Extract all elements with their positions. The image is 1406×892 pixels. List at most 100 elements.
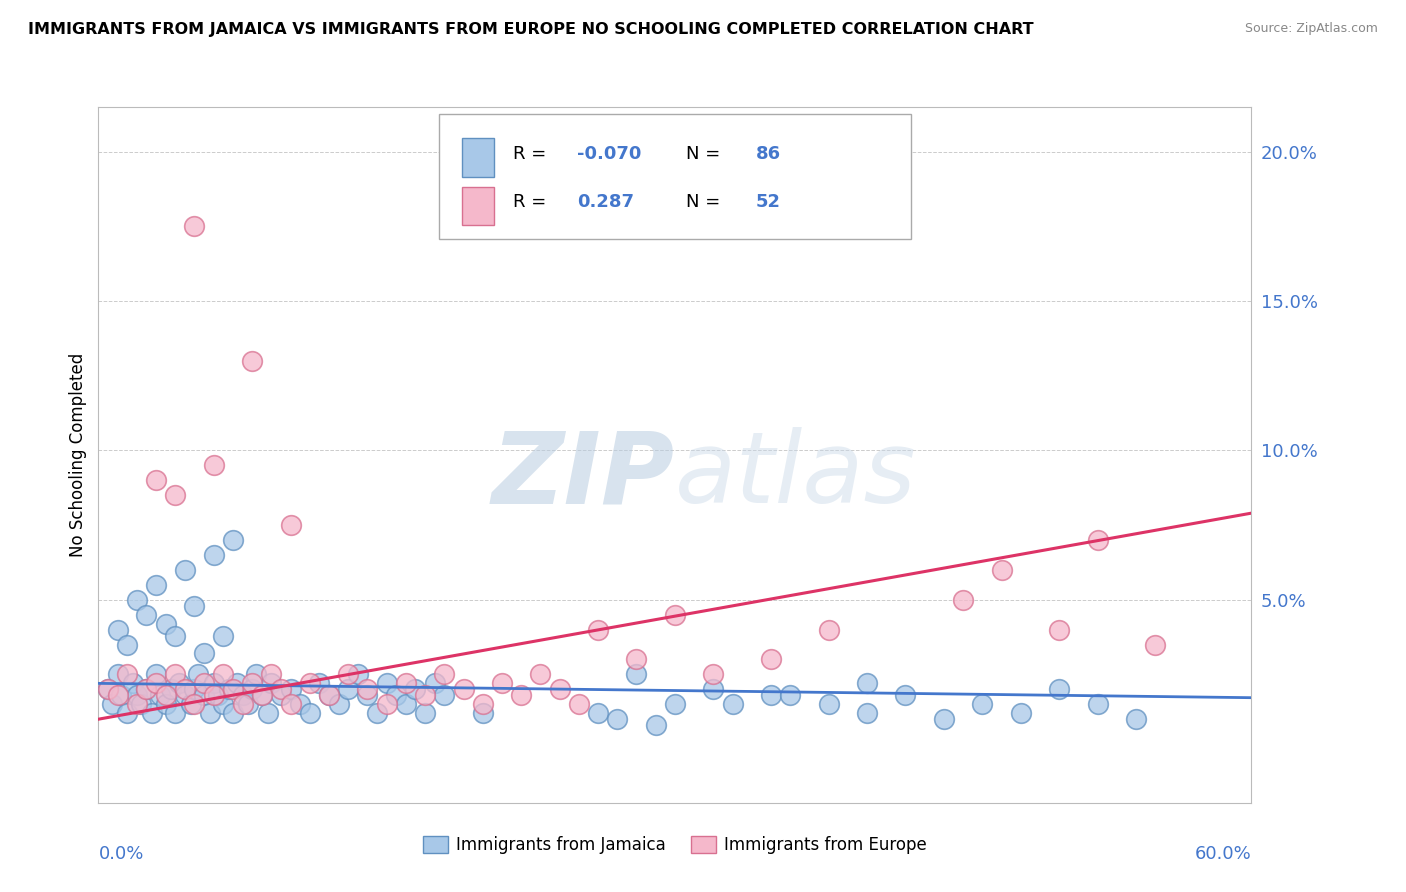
Point [145,667,167,681]
Point [160,682,183,697]
Point [218,682,240,697]
Point [107,688,129,702]
Text: ZIP: ZIP [492,427,675,524]
Point [529,667,551,681]
Point [856,706,879,721]
Point [346,667,368,681]
Point [202,548,225,562]
Point [270,688,292,702]
Point [1010,706,1032,721]
Point [894,688,917,702]
Point [193,688,215,702]
Text: N =: N = [686,194,727,211]
Point [222,706,245,721]
Point [240,682,263,697]
Point [135,682,157,697]
Text: N =: N = [686,145,727,162]
Point [491,676,513,690]
Point [183,682,205,697]
Point [1047,682,1070,697]
Text: 0.0%: 0.0% [98,845,143,863]
Point [149,688,172,702]
Point [202,458,225,473]
Point [198,706,221,721]
Point [97,682,120,697]
Point [356,688,378,702]
Legend: Immigrants from Jamaica, Immigrants from Europe: Immigrants from Jamaica, Immigrants from… [416,829,934,861]
Point [423,676,446,690]
Point [222,682,245,697]
Point [222,533,245,547]
Text: -0.070: -0.070 [576,145,641,162]
Point [395,676,418,690]
Point [779,688,801,702]
Point [932,712,955,726]
Point [107,623,129,637]
Point [125,592,148,607]
Point [1125,712,1147,726]
Point [145,676,167,690]
Point [337,667,360,681]
Point [212,667,235,681]
Point [433,688,456,702]
Point [145,473,167,487]
Point [207,688,229,702]
Point [135,607,157,622]
Point [366,706,388,721]
Point [167,676,190,690]
Point [101,698,124,712]
Point [240,676,263,690]
Point [702,682,724,697]
Point [174,682,197,697]
Point [664,698,686,712]
Text: IMMIGRANTS FROM JAMAICA VS IMMIGRANTS FROM EUROPE NO SCHOOLING COMPLETED CORRELA: IMMIGRANTS FROM JAMAICA VS IMMIGRANTS FR… [28,22,1033,37]
Point [193,647,215,661]
Point [1144,638,1167,652]
FancyBboxPatch shape [461,187,494,226]
Point [193,676,215,690]
Point [165,488,187,502]
Point [759,688,782,702]
Point [202,676,225,690]
Point [155,616,177,631]
Point [212,698,235,712]
Point [856,676,879,690]
Point [413,688,436,702]
Point [337,682,360,697]
Text: 52: 52 [755,194,780,211]
Point [174,563,197,577]
Point [260,676,283,690]
Point [225,676,247,690]
Point [129,698,152,712]
Point [240,354,263,368]
Point [187,667,209,681]
Point [385,688,408,702]
Point [972,698,994,712]
Text: 60.0%: 60.0% [1195,845,1251,863]
Point [626,652,648,666]
Point [165,706,187,721]
Point [626,667,648,681]
Point [586,623,609,637]
Point [280,682,302,697]
Point [471,698,494,712]
Point [952,592,974,607]
Point [117,638,138,652]
Point [155,688,177,702]
Point [183,698,205,712]
Point [395,698,418,712]
Point [568,698,591,712]
Point [141,706,163,721]
Point [270,682,292,697]
Point [1087,533,1109,547]
Point [280,518,302,533]
Point [256,706,278,721]
Point [117,706,138,721]
FancyBboxPatch shape [439,114,911,239]
Point [606,712,628,726]
Point [260,667,283,681]
Point [413,706,436,721]
Point [155,698,177,712]
Text: Source: ZipAtlas.com: Source: ZipAtlas.com [1244,22,1378,36]
Point [298,676,321,690]
